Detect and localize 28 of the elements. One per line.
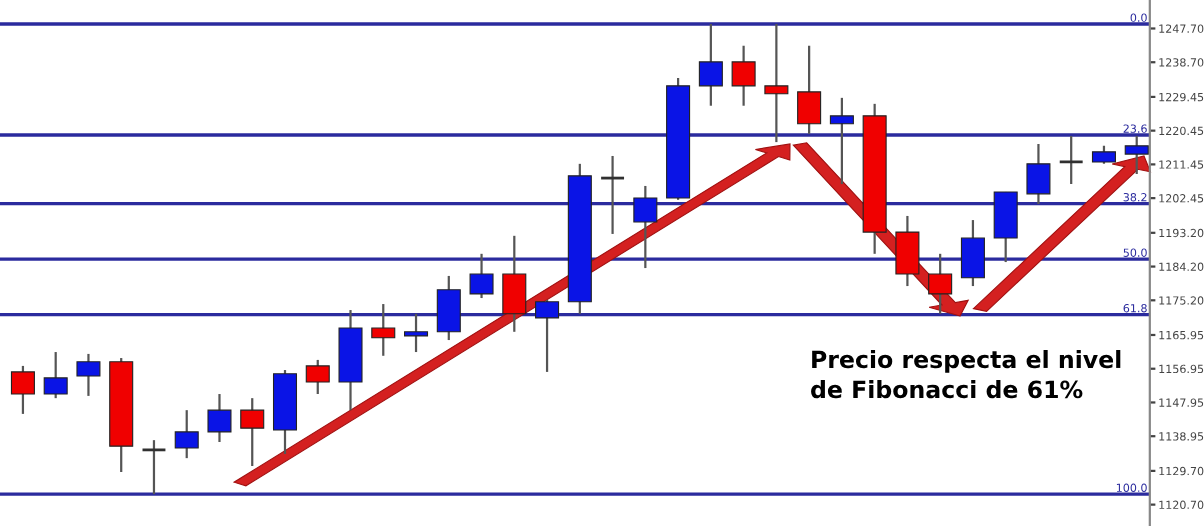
candlestick <box>698 22 723 107</box>
candlestick <box>76 352 101 398</box>
candlestick <box>797 44 822 135</box>
candlestick <box>895 214 920 288</box>
candlestick <box>1026 142 1051 206</box>
candlestick <box>502 234 527 333</box>
candlestick <box>599 154 626 236</box>
candlestick <box>207 392 232 444</box>
candlestick <box>371 302 396 357</box>
candlestick <box>829 96 854 186</box>
candlestick <box>10 364 35 416</box>
candlestick <box>1058 134 1085 186</box>
candlestick <box>436 274 461 342</box>
candlestick <box>731 44 756 107</box>
candlestick <box>928 252 953 315</box>
annotation: Precio respecta el nivel de Fibonacci de 61% <box>811 350 1121 399</box>
candlestick <box>141 439 167 496</box>
candlestick <box>404 312 429 354</box>
candlestick <box>535 298 560 374</box>
candlestick <box>764 22 789 144</box>
candlestick <box>240 397 265 468</box>
candlestick <box>43 350 68 400</box>
candlestick <box>305 358 330 396</box>
candlestick <box>960 218 985 288</box>
candlestick <box>633 184 658 270</box>
candlestick <box>174 409 199 460</box>
candlestick <box>993 190 1018 264</box>
candlestick <box>469 252 494 300</box>
